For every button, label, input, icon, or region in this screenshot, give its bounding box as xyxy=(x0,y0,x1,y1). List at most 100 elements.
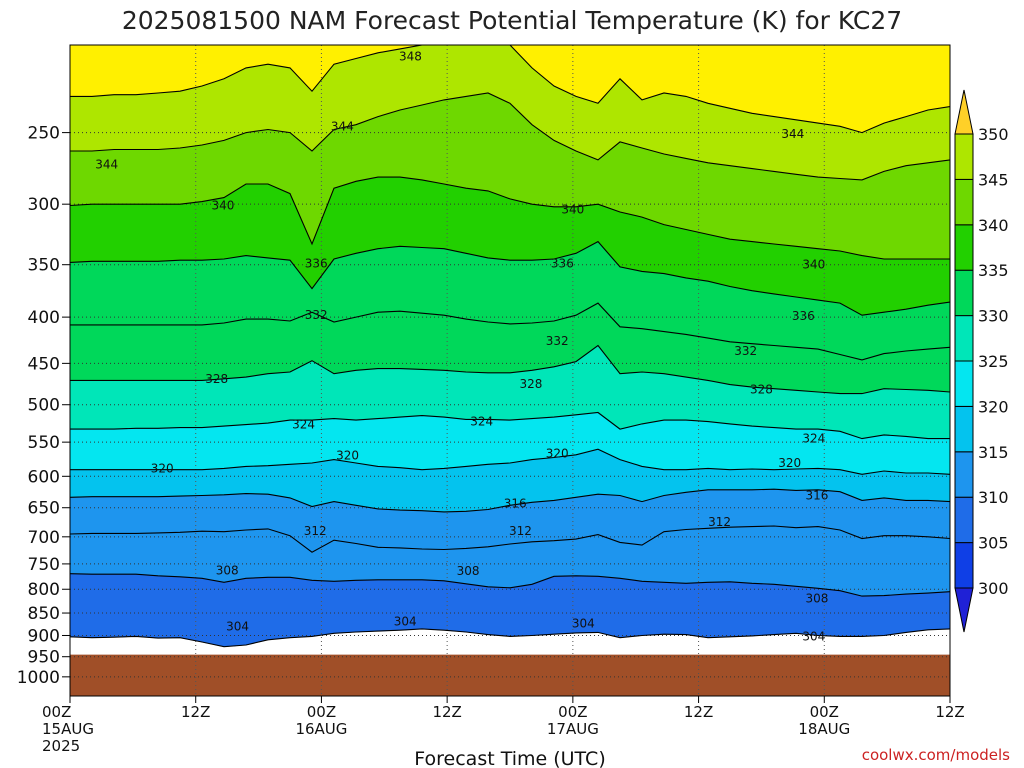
plot-area: 348 344 344 344 340 340 340 336 336 336 332 332 332 3… xyxy=(70,45,950,696)
contour-label: 316 xyxy=(805,488,828,502)
colorbar-extend-top xyxy=(954,89,974,135)
x-tick-label: 00Z xyxy=(42,703,71,721)
contour-label: 332 xyxy=(734,344,757,358)
colorbar-tick-label: 340 xyxy=(978,216,1009,235)
contour-label: 336 xyxy=(305,257,328,271)
y-tick-label: 250 xyxy=(28,124,60,144)
y-tick-label: 700 xyxy=(28,528,60,548)
contour-label: 344 xyxy=(331,119,354,133)
contour-label: 304 xyxy=(572,617,595,631)
colorbar-tick-label: 330 xyxy=(978,307,1009,326)
colorbar-tick-label: 350 xyxy=(978,125,1009,144)
x-tick-label: 16AUG xyxy=(295,720,347,738)
contour-label: 328 xyxy=(205,372,228,386)
contour-label: 316 xyxy=(504,496,527,510)
contour-label: 332 xyxy=(305,308,328,322)
contour-label: 336 xyxy=(551,257,574,271)
x-tick-label: 12Z xyxy=(935,703,964,721)
contour-label: 304 xyxy=(802,629,825,643)
isentrope-328 xyxy=(70,344,950,395)
contour-label: 324 xyxy=(470,415,493,429)
x-axis-label: Forecast Time (UTC) xyxy=(414,748,605,768)
isentrope-308 xyxy=(70,573,950,597)
y-axis: 2503003504004505005506006507007508008509… xyxy=(17,124,70,688)
x-tick-label: 00Z xyxy=(810,703,839,721)
colorbar-tick-label: 325 xyxy=(978,352,1009,371)
contour-label: 336 xyxy=(792,309,815,323)
colorbar-tick-label: 300 xyxy=(978,579,1009,598)
colorbar-segment xyxy=(954,451,974,498)
contour-label: 324 xyxy=(292,418,315,432)
y-tick-label: 300 xyxy=(28,195,60,215)
y-tick-label: 900 xyxy=(28,626,60,646)
isentrope-344 xyxy=(70,92,950,181)
colorbar-extend-bottom xyxy=(954,587,974,633)
chart-title: 2025081500 NAM Forecast Potential Temper… xyxy=(122,6,902,35)
isentrope-316 xyxy=(70,488,950,513)
contour-label-layer: 348 344 344 344 340 340 340 336 336 336 332 332 332 3… xyxy=(95,50,828,644)
x-tick-label: 15AUG xyxy=(42,720,94,738)
contour-label: 320 xyxy=(778,456,801,470)
contour-label: 328 xyxy=(750,383,773,397)
y-tick-label: 600 xyxy=(28,467,60,487)
plot-frame xyxy=(69,44,951,697)
contour-label: 328 xyxy=(519,377,542,391)
contour-label: 332 xyxy=(546,334,569,348)
isentrope-336 xyxy=(70,240,950,316)
contour-label: 320 xyxy=(336,448,359,462)
ground-layer xyxy=(70,654,950,696)
isentrope-324 xyxy=(70,411,950,440)
colorbar-segment xyxy=(954,224,974,271)
colorbar-segment xyxy=(954,360,974,407)
x-tick-label: 12Z xyxy=(181,703,210,721)
colorbar-segment xyxy=(954,133,974,180)
x-tick-label: 17AUG xyxy=(547,720,599,738)
x-tick-label: 12Z xyxy=(684,703,713,721)
contour-label: 344 xyxy=(95,157,118,171)
contour-label: 312 xyxy=(708,515,731,529)
x-tick-label: 2025 xyxy=(42,737,80,755)
x-tick-label: 18AUG xyxy=(798,720,850,738)
colorbar-tick-label: 305 xyxy=(978,534,1009,553)
isentrope-312 xyxy=(70,525,950,553)
colorbar-tick-label: 320 xyxy=(978,397,1009,416)
ground-fill xyxy=(70,654,950,696)
contour-label: 320 xyxy=(151,461,174,475)
contour-label: 348 xyxy=(399,50,422,64)
y-tick-label: 1000 xyxy=(17,668,60,688)
y-tick-label: 750 xyxy=(28,555,60,575)
colorbar-segment xyxy=(954,178,974,226)
isentrope-320 xyxy=(70,448,950,475)
contour-label: 340 xyxy=(802,258,825,272)
y-tick-label: 400 xyxy=(28,308,60,328)
colorbar-tick-label: 345 xyxy=(978,170,1009,189)
contour-label: 308 xyxy=(216,564,239,578)
x-tick-label: 00Z xyxy=(558,703,587,721)
colorbar-segment xyxy=(954,269,974,317)
contour-label: 324 xyxy=(802,432,825,446)
y-tick-label: 350 xyxy=(28,256,60,276)
y-tick-label: 650 xyxy=(28,499,60,519)
y-tick-label: 850 xyxy=(28,604,60,624)
credit-text: coolwx.com/models xyxy=(862,746,1010,764)
isentrope-332 xyxy=(70,302,950,361)
theta-fill-layer xyxy=(70,45,950,647)
colorbar-tick-label: 310 xyxy=(978,488,1009,507)
isentrope-304 xyxy=(70,628,950,648)
colorbar-segment xyxy=(954,542,974,589)
contour-label: 312 xyxy=(509,524,532,538)
y-tick-label: 800 xyxy=(28,580,60,600)
isentrope-layer xyxy=(70,45,950,648)
colorbar: 300 305 310 315 320 325 330 335 340 345 350 xyxy=(954,89,1009,633)
colorbar-tick-label: 315 xyxy=(978,443,1009,462)
colorbar-tick-label: 335 xyxy=(978,261,1009,280)
colorbar-segment xyxy=(954,315,974,362)
y-tick-label: 450 xyxy=(28,354,60,374)
isentrope-348 xyxy=(70,45,950,134)
contour-label: 340 xyxy=(211,198,234,212)
x-tick-label: 12Z xyxy=(432,703,461,721)
grid-layer xyxy=(70,45,950,696)
contour-label: 308 xyxy=(457,564,480,578)
